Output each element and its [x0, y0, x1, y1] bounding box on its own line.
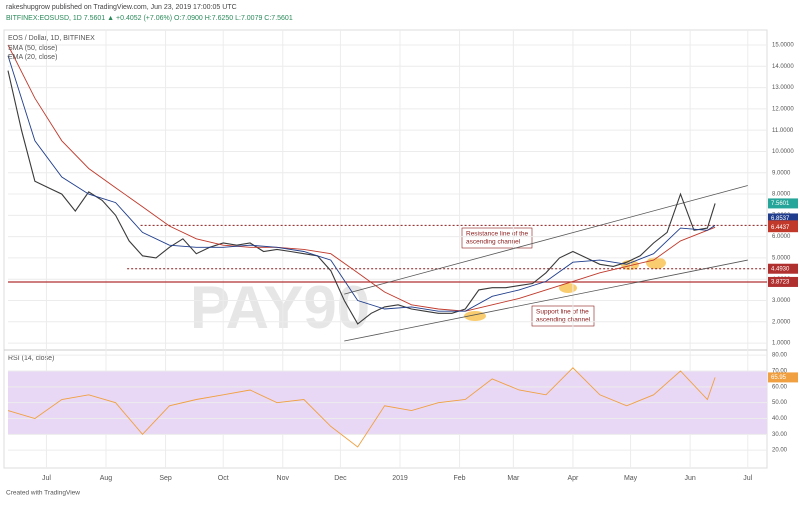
- price-tag-label: 4.4930: [771, 266, 790, 272]
- chart-title: EOS / Dollar, 1D, BITFINEX: [8, 35, 95, 42]
- y-tick-label: 40.00: [772, 416, 788, 422]
- x-tick-label: May: [624, 475, 638, 482]
- y-tick-label: 5.0000: [772, 256, 791, 262]
- series-line: [7, 44, 716, 312]
- channel-line: [344, 185, 748, 295]
- watermark: PAY90: [190, 274, 370, 341]
- plot-frame: [3, 29, 768, 469]
- price-tag-label: 7.5601: [771, 201, 790, 207]
- y-tick-label: 11.0000: [772, 128, 794, 134]
- x-tick-label: Jun: [684, 475, 695, 482]
- y-tick-label: 12.0000: [772, 106, 794, 112]
- y-tick-label: 8.0000: [772, 192, 791, 198]
- symbol-info: BITFINEX:EOSUSD, 1D 7.5601 ▲ +0.4052 (+7…: [6, 15, 293, 22]
- legend-entry: SMA (50, close): [8, 45, 57, 52]
- x-tick-label: Mar: [507, 475, 520, 482]
- annotation: Support line of the: [536, 309, 589, 316]
- series-line: [7, 70, 716, 325]
- price-tag: [768, 263, 798, 274]
- price-tag-label: 6.4437: [771, 225, 790, 231]
- y-tick-label: 60.00: [772, 384, 788, 390]
- price-tag: [768, 213, 798, 224]
- x-tick-label: Nov: [277, 475, 290, 482]
- price-tag: [768, 222, 798, 233]
- y-tick-label: 80.00: [772, 353, 788, 359]
- y-tick-label: 14.0000: [772, 64, 794, 70]
- channel-line: [344, 259, 748, 342]
- x-tick-label: Sep: [159, 475, 172, 482]
- y-tick-label: 3.0000: [772, 298, 791, 304]
- price-tag-label: 6.8537: [771, 216, 790, 222]
- y-tick-label: 70.00: [772, 369, 788, 375]
- price-tag: [768, 276, 798, 287]
- y-tick-label: 15.0000: [772, 43, 794, 49]
- x-tick-label: Dec: [334, 475, 347, 482]
- x-tick-label: 2019: [392, 475, 408, 482]
- x-tick-label: Oct: [218, 475, 229, 482]
- price-tag: [768, 198, 798, 209]
- value-label: 65.95: [771, 375, 787, 381]
- series-line: [7, 55, 716, 312]
- y-tick-label: 50.00: [772, 400, 788, 406]
- y-tick-label: 1.0000: [772, 341, 791, 347]
- x-tick-label: Feb: [454, 475, 466, 482]
- annotation-box: [531, 305, 595, 327]
- annotation-box: [461, 227, 533, 249]
- y-tick-label: 6.0000: [772, 234, 791, 240]
- publish-info: rakeshupgrow published on TradingView.co…: [6, 4, 237, 11]
- y-tick-label: 9.0000: [772, 170, 791, 176]
- x-tick-label: Aug: [100, 475, 113, 482]
- footer: Created with TradingView: [6, 490, 80, 497]
- y-tick-label: 2.0000: [772, 319, 791, 325]
- y-tick-label: 20.00: [772, 448, 788, 454]
- annotation: ascending channel: [536, 317, 591, 324]
- touch-point: [646, 257, 666, 269]
- annotation: ascending channel: [466, 239, 521, 246]
- rsi-title: RSI (14, close): [8, 355, 54, 362]
- series-line: [7, 367, 716, 448]
- x-tick-label: Apr: [567, 475, 579, 482]
- y-tick-label: 10.0000: [772, 149, 794, 155]
- annotation: Resistance line of the: [466, 231, 529, 238]
- value-tag: [768, 372, 798, 383]
- y-tick-label: 30.00: [772, 432, 788, 438]
- y-tick-label: 13.0000: [772, 85, 794, 91]
- legend-entry: EMA (20, close): [8, 54, 57, 61]
- x-tick-label: Jul: [42, 475, 51, 482]
- x-tick-label: Jul: [743, 475, 752, 482]
- price-tag-label: 3.8723: [771, 280, 790, 286]
